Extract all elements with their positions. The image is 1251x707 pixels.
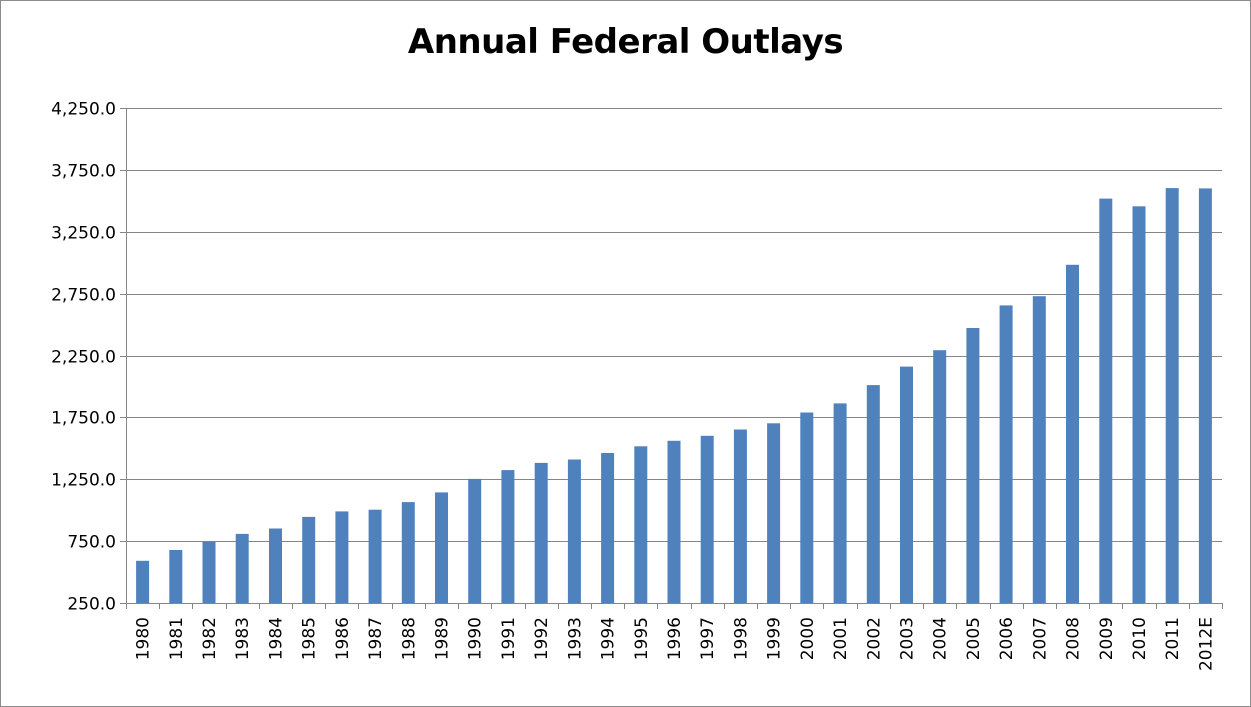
y-tick-label: 1,250.0 [51,471,116,491]
bar-1989 [435,492,448,603]
bar-1982 [202,541,216,603]
bar-1988 [401,502,415,603]
bar-1999 [767,423,781,603]
bar-1990 [468,478,482,603]
x-tick-label: 1989 [433,617,453,660]
bar-2005 [966,328,980,603]
x-tick-label: 2002 [864,617,884,660]
x-tick-label: 1988 [399,617,419,660]
x-tick-label: 1982 [200,617,220,660]
bar-1981 [169,550,183,603]
x-tick-label: 2005 [964,617,984,660]
bar-1980 [136,560,150,603]
x-tick-label: 1999 [765,617,785,660]
x-tick-label: 1980 [134,617,154,660]
x-tick-label: 2008 [1064,617,1084,660]
bar-1998 [733,429,747,603]
bar-1991 [501,470,515,603]
y-tick-label: 750.0 [67,533,116,553]
x-tick-label: 1996 [665,617,685,660]
x-tick-label: 1983 [233,617,253,660]
bar-1985 [302,516,316,603]
y-tick-label: 2,250.0 [51,348,116,368]
x-tick-label: 1991 [499,617,519,660]
x-tick-label: 1987 [366,617,386,660]
y-tick-label: 250.0 [67,595,116,615]
x-tick-label: 1984 [267,617,287,660]
y-tick-label: 3,250.0 [51,224,116,244]
bar-1997 [700,435,714,603]
x-tick-label: 2007 [1030,617,1050,660]
x-tick-label: 2001 [831,617,851,660]
bar-2012E [1198,188,1212,603]
bar-1987 [368,509,382,603]
x-tick-label: 1990 [466,617,486,660]
bar-2002 [866,385,880,603]
bar-2001 [833,403,847,603]
bar-2008 [1066,264,1079,603]
y-tick-label: 2,750.0 [51,286,116,306]
x-tick-label: 2003 [898,617,918,660]
x-tick-label: 1992 [532,617,552,660]
bar-2007 [1032,296,1046,603]
y-tick-label: 4,250.0 [51,100,116,120]
x-tick-label: 2004 [931,617,951,660]
bar-1993 [567,459,581,603]
bar-2009 [1099,198,1113,603]
bar-2010 [1132,206,1146,604]
bar-2011 [1165,188,1179,603]
x-tick-label: 1994 [599,617,619,660]
x-tick-label: 1997 [698,617,718,660]
bar-2006 [999,305,1013,603]
chart-title: Annual Federal Outlays [407,22,844,62]
x-tick-label: 2012E [1196,617,1216,671]
x-tick-label: 2010 [1130,617,1150,660]
bar-1984 [269,528,282,603]
bar-1995 [634,446,648,603]
bar-1996 [667,440,681,603]
x-tick-label: 2011 [1163,617,1183,660]
x-tick-label: 1986 [333,617,353,660]
bar-1994 [601,453,615,603]
x-tick-label: 2009 [1097,617,1117,660]
bar-2000 [800,412,814,603]
y-tick-label: 3,750.0 [51,162,116,182]
x-tick-label: 2000 [798,617,818,660]
bar-1992 [534,462,548,603]
x-tick-label: 1981 [167,617,187,660]
x-tick-label: 1993 [565,617,585,660]
bar-1983 [235,533,249,603]
y-tick-label: 1,750.0 [51,409,116,429]
bar-1986 [335,511,349,603]
bar-2004 [933,350,947,603]
bar-2003 [900,366,913,603]
x-tick-label: 1998 [731,617,751,660]
x-tick-label: 1985 [300,617,320,660]
x-tick-label: 1995 [632,617,652,660]
x-tick-label: 2006 [997,617,1017,660]
